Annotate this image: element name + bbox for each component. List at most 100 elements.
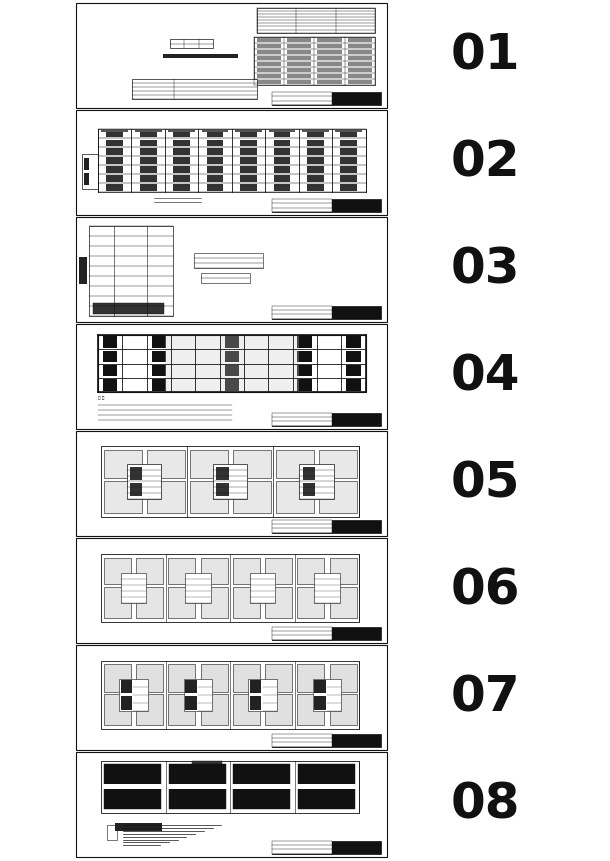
Bar bbox=[317, 45, 342, 48]
Bar bbox=[299, 464, 334, 499]
Bar bbox=[348, 50, 372, 54]
Bar bbox=[168, 130, 195, 132]
Bar bbox=[287, 80, 311, 84]
Bar bbox=[140, 166, 157, 173]
Bar bbox=[240, 158, 257, 164]
Bar bbox=[257, 56, 281, 60]
Bar bbox=[346, 365, 361, 376]
Bar bbox=[88, 226, 173, 315]
Text: 03: 03 bbox=[450, 245, 520, 294]
Bar bbox=[272, 92, 332, 105]
Bar bbox=[104, 481, 142, 513]
Bar bbox=[317, 39, 342, 42]
Bar bbox=[272, 734, 332, 746]
Bar bbox=[98, 129, 365, 192]
Bar bbox=[340, 176, 357, 182]
Bar bbox=[340, 131, 357, 137]
Bar bbox=[136, 694, 163, 726]
Bar bbox=[307, 131, 324, 137]
Bar bbox=[329, 665, 357, 691]
Bar bbox=[79, 257, 87, 284]
Bar bbox=[169, 784, 226, 790]
Bar bbox=[151, 337, 166, 348]
Bar bbox=[348, 80, 372, 84]
Bar bbox=[348, 39, 372, 42]
Bar bbox=[240, 184, 257, 191]
Bar bbox=[207, 176, 223, 182]
Bar bbox=[207, 148, 223, 155]
Bar bbox=[201, 558, 228, 584]
Bar bbox=[272, 734, 332, 746]
Text: 08: 08 bbox=[450, 781, 520, 828]
Bar bbox=[240, 148, 257, 155]
Text: 01: 01 bbox=[450, 32, 520, 79]
Bar bbox=[307, 139, 324, 146]
Bar bbox=[115, 823, 162, 832]
Bar bbox=[329, 694, 357, 726]
Bar bbox=[329, 587, 357, 618]
Bar bbox=[272, 413, 332, 425]
Bar bbox=[106, 158, 123, 164]
Bar bbox=[103, 350, 118, 362]
Bar bbox=[249, 573, 276, 603]
Bar bbox=[298, 350, 312, 362]
Bar bbox=[348, 56, 372, 60]
Bar bbox=[298, 380, 312, 391]
Bar bbox=[207, 166, 223, 173]
Bar bbox=[307, 166, 324, 173]
Bar bbox=[233, 449, 271, 478]
Bar bbox=[340, 184, 357, 191]
Bar bbox=[265, 558, 292, 584]
Bar bbox=[201, 694, 228, 726]
Text: 05: 05 bbox=[450, 460, 520, 507]
Bar bbox=[234, 784, 290, 790]
Bar bbox=[151, 365, 166, 376]
Bar bbox=[201, 587, 228, 618]
Bar bbox=[298, 665, 325, 691]
Bar bbox=[101, 554, 359, 622]
Bar bbox=[76, 753, 387, 857]
Bar bbox=[104, 694, 131, 726]
Bar bbox=[340, 148, 357, 155]
Bar bbox=[131, 483, 143, 496]
Bar bbox=[272, 627, 332, 640]
Bar bbox=[272, 520, 381, 533]
Bar bbox=[272, 734, 381, 746]
Text: 07: 07 bbox=[450, 673, 520, 722]
Bar bbox=[173, 139, 190, 146]
Bar bbox=[185, 696, 196, 709]
Bar bbox=[140, 139, 157, 146]
Bar bbox=[168, 587, 195, 618]
Bar bbox=[135, 130, 162, 132]
Bar bbox=[272, 92, 332, 105]
Bar bbox=[201, 273, 251, 283]
Bar bbox=[104, 587, 131, 618]
Bar bbox=[257, 68, 281, 72]
Bar bbox=[317, 62, 342, 66]
Bar bbox=[240, 176, 257, 182]
Bar bbox=[257, 74, 281, 78]
Bar bbox=[202, 130, 229, 132]
Bar bbox=[169, 765, 226, 784]
Bar bbox=[76, 217, 387, 322]
Bar bbox=[272, 520, 332, 533]
Bar bbox=[233, 481, 271, 513]
Bar bbox=[103, 365, 118, 376]
Bar bbox=[185, 573, 211, 603]
Bar bbox=[287, 62, 311, 66]
Bar bbox=[287, 45, 311, 48]
Bar bbox=[257, 8, 375, 33]
Bar bbox=[76, 431, 387, 536]
Bar bbox=[272, 413, 332, 425]
Bar bbox=[104, 790, 161, 809]
Bar bbox=[348, 62, 372, 66]
Bar bbox=[106, 184, 123, 191]
Bar bbox=[233, 665, 260, 691]
Bar bbox=[170, 39, 213, 48]
Bar bbox=[233, 694, 260, 726]
Bar bbox=[207, 131, 223, 137]
Bar bbox=[272, 627, 332, 640]
Bar bbox=[272, 841, 381, 853]
Bar bbox=[287, 50, 311, 54]
Bar bbox=[274, 184, 290, 191]
